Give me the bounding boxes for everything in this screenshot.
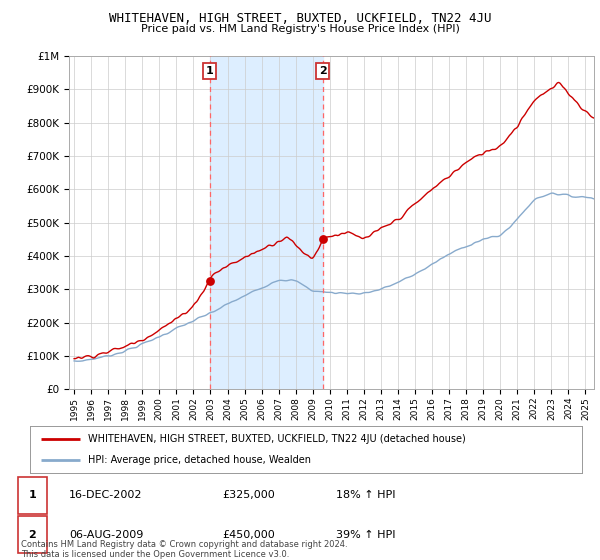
Point [318, 235, 328, 244]
Bar [210, 56, 323, 389]
Text: 39% ↑ HPI: 39% ↑ HPI [336, 530, 395, 539]
Text: 2: 2 [29, 530, 36, 539]
Text: WHITEHAVEN, HIGH STREET, BUXTED, UCKFIELD, TN22 4JU (detached house): WHITEHAVEN, HIGH STREET, BUXTED, UCKFIEL… [88, 434, 466, 444]
Text: £450,000: £450,000 [222, 530, 275, 539]
Text: 18% ↑ HPI: 18% ↑ HPI [336, 491, 395, 500]
Point [205, 277, 215, 286]
Text: 06-AUG-2009: 06-AUG-2009 [69, 530, 143, 539]
Text: HPI: Average price, detached house, Wealden: HPI: Average price, detached house, Weal… [88, 455, 311, 465]
Text: Contains HM Land Registry data © Crown copyright and database right 2024.
This d: Contains HM Land Registry data © Crown c… [21, 540, 347, 559]
Text: Price paid vs. HM Land Registry's House Price Index (HPI): Price paid vs. HM Land Registry's House … [140, 24, 460, 34]
Text: 16-DEC-2002: 16-DEC-2002 [69, 491, 143, 500]
Text: 1: 1 [29, 491, 36, 500]
Text: £325,000: £325,000 [222, 491, 275, 500]
Text: 1: 1 [206, 66, 214, 76]
Text: 2: 2 [319, 66, 326, 76]
Text: WHITEHAVEN, HIGH STREET, BUXTED, UCKFIELD, TN22 4JU: WHITEHAVEN, HIGH STREET, BUXTED, UCKFIEL… [109, 12, 491, 25]
